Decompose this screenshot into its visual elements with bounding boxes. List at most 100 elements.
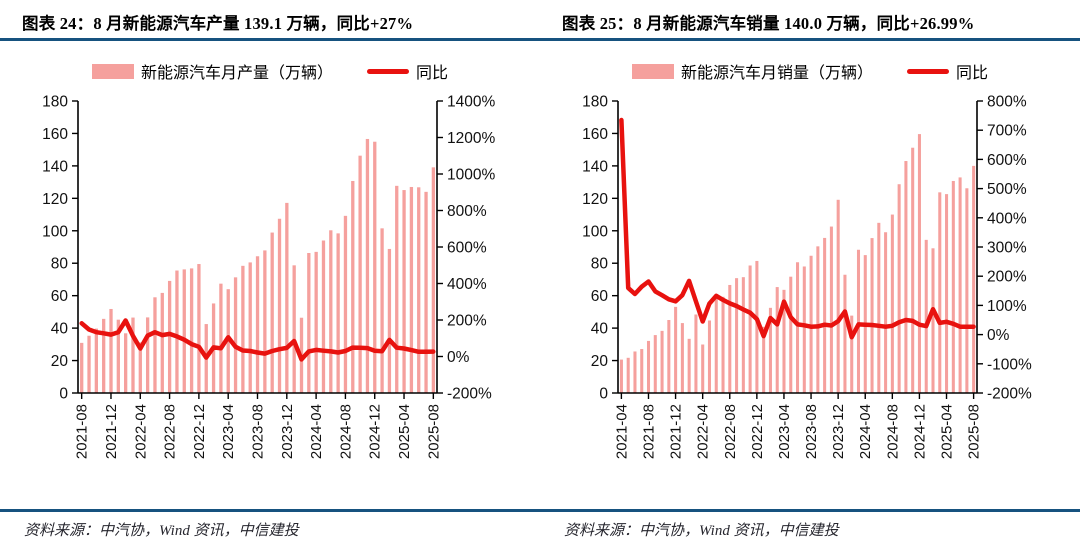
right-tick-label: -200% [447, 386, 492, 403]
left-tick-label: 180 [42, 94, 68, 111]
x-tick-label: 2022-08 [722, 404, 739, 459]
sales-legend: 新能源汽车月销量（万辆） 同比 [540, 41, 1080, 93]
bar [285, 202, 289, 393]
bar [395, 185, 399, 393]
x-tick-label: 2022-08 [162, 404, 179, 459]
bar [748, 265, 752, 393]
bar [768, 307, 772, 393]
right-tick-label: 500% [987, 181, 1027, 198]
bar [823, 237, 827, 393]
x-tick-label: 2024-12 [911, 404, 928, 459]
bar [640, 349, 644, 393]
x-axis-labels: 2021-08 2021-12 2022-04 2022-08 2022-12 2023-… [74, 404, 443, 459]
bar [263, 250, 267, 393]
right-tick-label: 200% [447, 313, 487, 330]
bar [241, 265, 245, 393]
bar [329, 230, 333, 393]
bar [321, 240, 326, 393]
left-axis-labels: 0 20 40 60 80 100 120 140 160 180 [582, 94, 608, 403]
line-swatch-icon [367, 68, 409, 74]
bar [775, 287, 779, 393]
bar [343, 215, 348, 393]
left-tick-label: 60 [591, 288, 609, 305]
bar [653, 335, 657, 393]
bar [109, 308, 113, 393]
bar [829, 226, 833, 393]
bar [270, 232, 274, 393]
bar [248, 262, 252, 393]
axes [72, 100, 443, 399]
sales-chart-panel: 新能源汽车月销量（万辆） 同比 0 20 40 60 80 100 120 140 160 180… [540, 41, 1080, 509]
production-legend: 新能源汽车月产量（万辆） 同比 [0, 41, 540, 93]
right-tick-label: 100% [987, 298, 1027, 315]
bar [674, 306, 678, 393]
left-tick-label: 100 [42, 223, 68, 240]
right-tick-label: 800% [447, 203, 487, 220]
x-tick-label: 2025-04 [396, 404, 413, 459]
bar [755, 260, 759, 393]
bar-swatch-icon [631, 63, 674, 79]
right-tick-label: 0% [987, 327, 1010, 344]
bar [782, 289, 786, 393]
bar [816, 246, 820, 393]
bar [87, 335, 91, 393]
bar [843, 274, 847, 393]
left-tick-label: 80 [591, 256, 609, 273]
x-tick-label: 2021-12 [668, 404, 685, 459]
right-tick-label: 0% [447, 349, 470, 366]
left-tick-label: 120 [582, 191, 608, 208]
bar [255, 256, 260, 393]
bar-swatch-icon [91, 63, 134, 79]
right-tick-label: 1200% [447, 130, 495, 147]
bar [931, 248, 935, 393]
left-tick-label: 40 [591, 321, 609, 338]
x-tick-label: 2023-04 [776, 404, 793, 459]
bar [358, 155, 362, 393]
right-tick-label: 600% [987, 152, 1027, 169]
bar [277, 218, 282, 393]
bar [680, 323, 684, 393]
bar [633, 351, 637, 393]
bar [877, 222, 881, 393]
right-tick-label: 400% [987, 210, 1027, 227]
bar [958, 177, 962, 393]
bar [373, 141, 377, 393]
x-tick-label: 2021-08 [640, 404, 657, 459]
right-axis-labels: -200% 0% 200% 400% 600% 800% 1000% 1200% 1400% [447, 94, 495, 403]
bar [167, 280, 172, 393]
bar [292, 265, 296, 393]
bar [870, 238, 874, 393]
bar [735, 278, 739, 393]
right-tick-label: 600% [447, 240, 487, 257]
production-combo-chart: 0 20 40 60 80 100 120 140 160 180 -200% 0% 200% 400% 6… [42, 94, 495, 460]
bars-series [80, 138, 436, 393]
bar [789, 276, 793, 393]
bar [307, 253, 311, 393]
chart-25-title: 图表 25：8 月新能源汽车销量 140.0 万辆，同比+26.99% [562, 14, 975, 33]
x-tick-label: 2023-12 [830, 404, 847, 459]
right-axis-labels: -200% -100% 0% 100% 200% 300% 400% 500% 600% 700%… [987, 94, 1032, 403]
bar [714, 296, 718, 393]
title-rule [0, 38, 1080, 41]
x-tick-label: 2022-04 [695, 404, 712, 459]
right-tick-label: 1000% [447, 167, 495, 184]
x-tick-label: 2022-12 [749, 404, 766, 459]
footer-rule [0, 509, 1080, 512]
bar [182, 269, 186, 393]
legend-line-label: 同比 [416, 65, 449, 82]
bar [619, 359, 623, 393]
charts-row: 新能源汽车月产量（万辆） 同比 0 20 40 60 80 100 120 140 160 180… [0, 41, 1080, 509]
bar [380, 228, 384, 393]
bar [153, 297, 157, 393]
bar [219, 283, 223, 393]
right-tick-label: -100% [987, 356, 1032, 373]
x-tick-label: 2025-04 [939, 404, 956, 459]
bar [160, 292, 164, 393]
left-tick-label: 20 [51, 353, 69, 370]
bar [802, 266, 806, 393]
legend-bar-label: 新能源汽车月销量（万辆） [680, 65, 873, 82]
bar [728, 284, 732, 393]
right-tick-label: 400% [447, 276, 487, 293]
x-axis-labels: 2021-04 2021-08 2021-12 2022-04 2022-08 2022-… [613, 404, 982, 459]
left-tick-label: 180 [582, 94, 608, 111]
